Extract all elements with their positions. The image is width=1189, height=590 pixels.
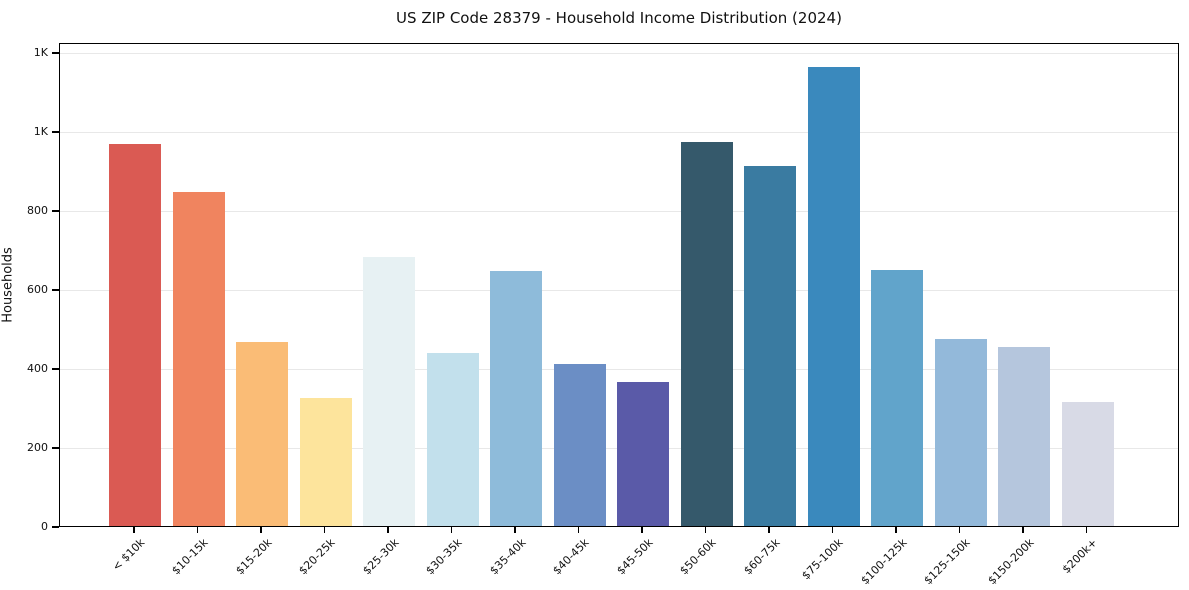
- bar-$20-25k: [299, 397, 352, 526]
- x-tick-mark-11: [831, 527, 834, 533]
- x-tick-mark-4: [387, 527, 389, 533]
- x-tick-label-text-3: $20-25k: [296, 536, 338, 578]
- y-tick-mark-3: [52, 289, 59, 291]
- gridline-y-1000: [60, 132, 1178, 134]
- bar-$35-40k: [490, 270, 542, 526]
- y-tick-label-4: 800: [27, 203, 48, 217]
- x-tick-label-text-2: $15-20k: [232, 536, 275, 578]
- bar-$40-45k: [553, 364, 606, 526]
- x-tick-mark-1: [196, 527, 199, 533]
- y-tick-label-6: 1K: [33, 45, 48, 59]
- bar-$45-50k: [617, 381, 669, 526]
- bar-$50-60k: [680, 141, 733, 526]
- y-tick-label-2: 400: [27, 361, 48, 375]
- x-tick-mark-13: [958, 527, 961, 533]
- y-tick-label-3: 600: [27, 282, 48, 296]
- x-tick-label-text-10: $60-75k: [740, 536, 783, 578]
- x-tick-mark-8: [641, 527, 643, 533]
- x-tick-mark-10: [768, 527, 770, 533]
- bar-$100-125k: [871, 270, 923, 526]
- y-tick-label-5: 1K: [33, 124, 48, 138]
- x-tick-label-text-6: $35-40k: [486, 536, 529, 578]
- x-tick-label-text-8: $45-50k: [613, 536, 656, 578]
- plot-area: [59, 43, 1179, 527]
- x-tick-mark-3: [323, 527, 326, 533]
- bar-$125-150k: [934, 338, 987, 526]
- bar-< $10k: [109, 143, 161, 526]
- x-tick-mark-9: [704, 527, 707, 533]
- x-tick-mark-6: [514, 527, 516, 533]
- x-tick-mark-15: [1085, 527, 1088, 533]
- bar-$150-200k: [998, 346, 1050, 526]
- y-tick-mark-5: [52, 131, 59, 133]
- gridline-y-1200: [60, 53, 1178, 55]
- x-tick-label-text-4: $25-30k: [359, 536, 402, 578]
- x-tick-label-text-11: $75-100k: [799, 536, 846, 583]
- y-tick-label-0: 0: [41, 520, 48, 533]
- bar-$15-20k: [236, 341, 288, 526]
- y-tick-mark-1: [52, 447, 59, 449]
- bar-$200k+: [1061, 402, 1114, 526]
- x-tick-label-text-13: $125-150k: [921, 536, 973, 588]
- x-tick-mark-12: [895, 527, 897, 533]
- gridline-y-800: [60, 211, 1178, 213]
- bar-$25-30k: [363, 257, 415, 526]
- x-tick-label-text-15: $200k+: [1059, 536, 1100, 577]
- y-tick-mark-4: [52, 210, 59, 212]
- y-tick-mark-0: [52, 526, 59, 528]
- bar-$10-15k: [172, 191, 225, 526]
- x-tick-label-text-5: $30-35k: [423, 536, 465, 578]
- x-tick-label-text-14: $150-200k: [985, 536, 1037, 588]
- bar-$60-75k: [744, 165, 796, 526]
- x-tick-label-text-9: $50-60k: [677, 536, 719, 578]
- y-tick-mark-6: [52, 52, 59, 54]
- x-tick-label-text-12: $100-125k: [858, 536, 910, 588]
- y-tick-mark-2: [52, 368, 59, 370]
- x-tick-mark-0: [133, 527, 135, 533]
- gridline-y-600: [60, 290, 1178, 292]
- x-tick-mark-5: [450, 527, 453, 533]
- x-tick-mark-14: [1022, 527, 1024, 533]
- bar-$75-100k: [807, 66, 860, 526]
- x-tick-mark-2: [260, 527, 262, 533]
- x-tick-mark-7: [577, 527, 580, 533]
- chart-title: US ZIP Code 28379 - Household Income Dis…: [396, 9, 842, 27]
- x-tick-label-text-0: < $10k: [109, 536, 148, 574]
- y-tick-label-1: 200: [27, 440, 48, 454]
- gridline-y-400: [60, 369, 1178, 371]
- x-tick-label-text-7: $40-45k: [550, 536, 592, 578]
- bar-$30-35k: [426, 353, 479, 526]
- x-tick-label-text-1: $10-15k: [169, 536, 211, 578]
